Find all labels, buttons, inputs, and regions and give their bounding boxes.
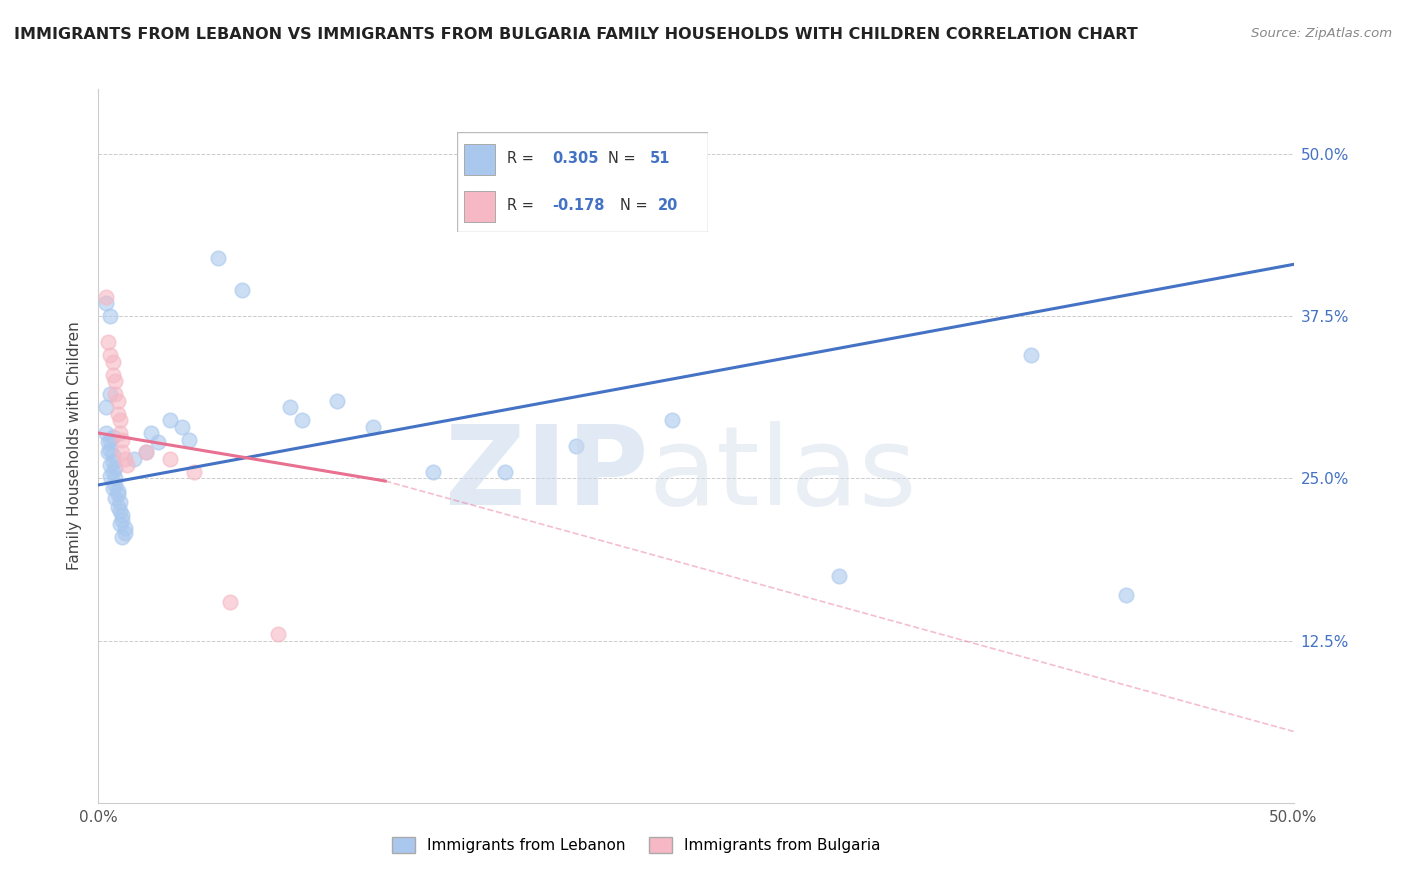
Point xyxy=(94,296,117,310)
Point xyxy=(94,290,117,304)
Point xyxy=(107,407,129,421)
Point xyxy=(114,521,136,535)
Point xyxy=(115,458,138,473)
Point xyxy=(111,530,134,544)
Point xyxy=(183,465,205,479)
Point xyxy=(108,504,131,518)
Point xyxy=(104,471,127,485)
Point xyxy=(291,413,314,427)
Point xyxy=(98,387,122,401)
Point xyxy=(159,413,181,427)
Point xyxy=(363,419,385,434)
Text: ZIP: ZIP xyxy=(444,421,648,528)
Point xyxy=(179,433,201,447)
Point xyxy=(98,310,122,324)
Point xyxy=(107,393,129,408)
Point xyxy=(101,354,124,368)
Point xyxy=(98,468,122,483)
Point xyxy=(326,393,349,408)
Point xyxy=(98,348,122,362)
Point xyxy=(104,491,127,505)
Point xyxy=(111,445,134,459)
Point xyxy=(135,445,157,459)
Point xyxy=(104,387,127,401)
Point xyxy=(101,481,124,495)
Text: atlas: atlas xyxy=(648,421,917,528)
Point xyxy=(565,439,588,453)
Point xyxy=(108,425,131,440)
Point xyxy=(1019,348,1042,362)
Point xyxy=(159,452,181,467)
Point xyxy=(267,627,290,641)
Point xyxy=(1115,588,1137,602)
Point xyxy=(219,595,242,609)
Point xyxy=(98,433,122,447)
Text: IMMIGRANTS FROM LEBANON VS IMMIGRANTS FROM BULGARIA FAMILY HOUSEHOLDS WITH CHILD: IMMIGRANTS FROM LEBANON VS IMMIGRANTS FR… xyxy=(14,27,1137,42)
Point xyxy=(97,445,120,459)
Point xyxy=(494,465,516,479)
Text: Source: ZipAtlas.com: Source: ZipAtlas.com xyxy=(1251,27,1392,40)
Point xyxy=(97,335,120,350)
Point xyxy=(139,425,162,440)
Point xyxy=(422,465,444,479)
Point xyxy=(108,495,131,509)
Point xyxy=(94,400,117,414)
Point xyxy=(114,525,136,540)
Point xyxy=(101,448,124,462)
Point xyxy=(101,465,124,479)
Point xyxy=(278,400,301,414)
Point xyxy=(108,516,131,531)
Point xyxy=(107,484,129,499)
Point xyxy=(148,435,170,450)
Point xyxy=(172,419,194,434)
Point xyxy=(98,442,122,457)
Point xyxy=(207,251,229,265)
Y-axis label: Family Households with Children: Family Households with Children xyxy=(67,322,83,570)
Point xyxy=(104,461,127,475)
Point xyxy=(101,368,124,382)
Point xyxy=(101,430,124,444)
Point xyxy=(135,445,157,459)
Point xyxy=(104,478,127,492)
Point xyxy=(231,283,253,297)
Point xyxy=(97,435,120,450)
Point xyxy=(98,458,122,473)
Point xyxy=(101,454,124,468)
Point xyxy=(107,487,129,501)
Point xyxy=(124,452,146,467)
Point xyxy=(828,568,851,582)
Point xyxy=(114,452,136,467)
Point xyxy=(107,500,129,514)
Point xyxy=(661,413,683,427)
Legend: Immigrants from Lebanon, Immigrants from Bulgaria: Immigrants from Lebanon, Immigrants from… xyxy=(387,831,886,859)
Point xyxy=(104,374,127,388)
Point xyxy=(94,425,117,440)
Point xyxy=(111,508,134,522)
Point xyxy=(111,433,134,447)
Point xyxy=(108,413,131,427)
Point xyxy=(111,513,134,527)
